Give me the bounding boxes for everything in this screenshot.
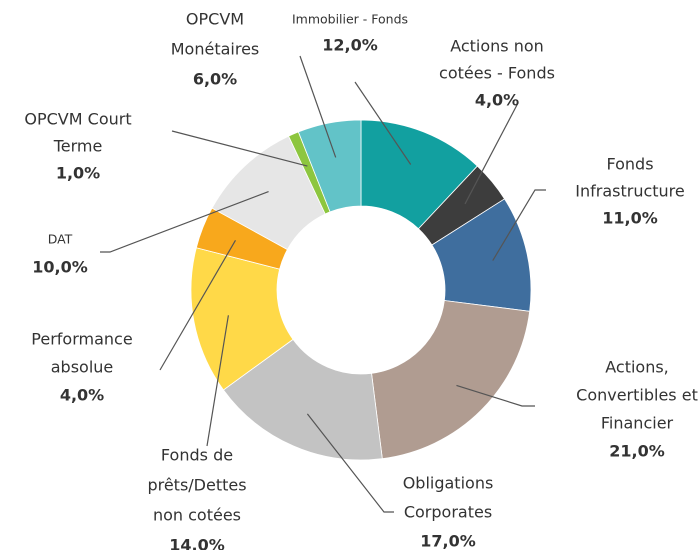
donut-slice <box>297 119 362 213</box>
slice-label: Performance <box>31 330 132 349</box>
leader-line <box>492 189 546 261</box>
value-label: 6,0% <box>193 70 237 89</box>
leader-line <box>464 102 519 205</box>
slice-label: Corporates <box>404 503 492 522</box>
slice-label: non cotées <box>153 506 241 525</box>
slice-label: Fonds <box>606 155 653 174</box>
slice-label: Monétaires <box>171 40 260 59</box>
value-label: 11,0% <box>602 209 658 228</box>
slice-label: Terme <box>53 137 103 156</box>
leader-line <box>354 81 412 165</box>
leader-line <box>159 240 236 371</box>
slice-label: absolue <box>51 358 114 377</box>
slice-label: Actions, <box>605 358 669 377</box>
value-label: 1,0% <box>56 164 100 183</box>
donut-slice <box>222 338 383 461</box>
value-label: 10,0% <box>32 258 88 277</box>
slice-label: OPCVM <box>186 10 244 29</box>
slice-label: Actions non <box>450 37 544 56</box>
slice-label: Convertibles et <box>576 386 698 405</box>
leader-line <box>306 413 394 513</box>
slice-label: prêts/Dettes <box>147 476 246 495</box>
slice-label: cotées - Fonds <box>439 64 555 83</box>
value-label: 4,0% <box>475 91 519 110</box>
slice-label: Immobilier - Fonds <box>292 12 408 27</box>
value-label: 4,0% <box>60 386 104 405</box>
slice-label: Obligations <box>403 474 494 493</box>
donut-slice <box>371 300 531 460</box>
value-label: 17,0% <box>420 532 476 550</box>
leader-line <box>456 384 535 407</box>
slice-label: DAT <box>48 232 73 247</box>
leader-line <box>299 55 337 158</box>
slice-label: Financier <box>601 414 674 433</box>
value-label: 12,0% <box>322 36 378 55</box>
leader-line <box>100 191 269 253</box>
value-label: 21,0% <box>609 442 665 461</box>
slice-label: Fonds de <box>161 446 233 465</box>
slice-label: OPCVM Court <box>24 110 131 129</box>
value-label: 14,0% <box>169 536 225 550</box>
leader-line <box>206 315 229 447</box>
leader-line <box>171 130 308 167</box>
slice-label: Infrastructure <box>575 182 684 201</box>
